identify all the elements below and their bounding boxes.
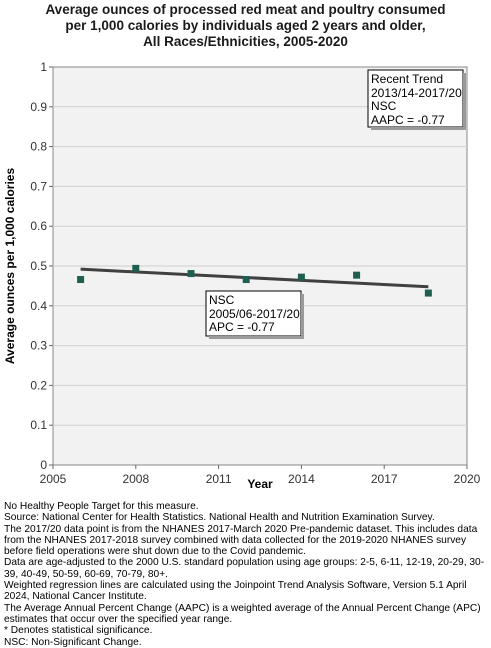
y-tick-label: 0 [40, 458, 47, 472]
footnote-5: Weighted regression lines are calculated… [4, 580, 467, 603]
x-tick-label: 2008 [122, 472, 149, 486]
annotation-recent-trend-shadow-bottom [371, 127, 466, 130]
y-tick-label: 1 [40, 60, 47, 74]
y-tick-label: 0.8 [30, 140, 47, 154]
y-tick-label: 0.6 [30, 219, 47, 233]
footnote-8: NSC: Non-Significant Change. [4, 636, 142, 648]
annotation-recent-trend-line-1: Recent Trend [371, 72, 443, 86]
annotation-overall-trend-shadow [301, 294, 304, 339]
x-tick-label: 2011 [206, 472, 232, 486]
data-point [132, 264, 140, 272]
annotation-overall-trend-line-3: APC = -0.77 [209, 320, 275, 334]
data-point [424, 289, 432, 297]
annotation-recent-trend-line-3: NSC [371, 99, 397, 113]
annotation-overall-trend-box [205, 290, 302, 337]
x-tick-label: 2020 [454, 472, 481, 486]
data-point [187, 270, 195, 278]
footnote-1: No Healthy People Target for this measur… [4, 501, 199, 512]
x-axis-title: Year [247, 477, 273, 491]
y-axis-ticks: 0 0.1 0.2 0.3 0.4 0.5 0.6 0.7 0.8 0.9 1 [30, 60, 53, 472]
x-axis-ticks: 2005 2008 2011 2014 2017 2020 [40, 465, 481, 486]
footnote-4: Data are age-adjusted to the 2000 U.S. s… [4, 557, 485, 580]
data-points [77, 264, 432, 297]
chart-title-line-3: All Races/Ethnicities, 2005-2020 [143, 34, 348, 49]
x-tick-label: 2017 [371, 472, 398, 486]
y-tick-label: 0.1 [30, 418, 47, 432]
y-tick-label: 0.3 [30, 339, 47, 353]
annotation-recent-trend: Recent Trend 2013/14-2017/20 NSC AAPC = … [367, 69, 466, 130]
annotation-recent-trend-line-2: 2013/14-2017/20 [371, 86, 462, 100]
footnote-7: * Denotes statistical significance. [4, 625, 153, 637]
y-tick-label: 0.2 [30, 378, 47, 392]
footnote-3: The 2017/20 data point is from the NHANE… [4, 523, 478, 558]
annotation-overall-trend-line-2: 2005/06-2017/20 [209, 307, 300, 321]
chart-title-line-2: per 1,000 calories by individuals aged 2… [65, 18, 426, 33]
chart-title: Average ounces of processed red meat and… [0, 2, 491, 50]
footnote-2: Source: National Center for Health Stati… [4, 512, 435, 524]
annotation-recent-trend-line-4: AAPC = -0.77 [371, 113, 445, 127]
data-point [353, 271, 361, 279]
data-point [77, 276, 85, 284]
data-point [297, 273, 305, 281]
x-tick-label: 2014 [288, 472, 315, 486]
annotation-recent-trend-box [367, 69, 464, 128]
y-tick-label: 0.9 [30, 100, 47, 114]
y-tick-label: 0.4 [30, 299, 47, 313]
footnotes: No Healthy People Target for this measur… [4, 501, 489, 648]
annotation-overall-trend: NSC 2005/06-2017/20 APC = -0.77 [205, 290, 304, 339]
annotation-overall-trend-line-1: NSC [209, 293, 235, 307]
footnote-6: The Average Annual Percent Change (AAPC)… [4, 602, 481, 625]
y-tick-label: 0.7 [30, 179, 47, 193]
annotation-overall-trend-shadow-bottom [209, 336, 304, 339]
x-tick-label: 2005 [40, 472, 67, 486]
y-axis-title: Average ounces per 1,000 calories [3, 168, 17, 365]
data-point [242, 276, 250, 284]
y-tick-label: 0.5 [30, 259, 47, 273]
annotation-recent-trend-shadow [463, 73, 466, 130]
chart: 00.10.20.30.40.50.60.70.80.91 2005 2008 20… [3, 60, 481, 491]
chart-title-line-1: Average ounces of processed red meat and… [45, 2, 446, 17]
